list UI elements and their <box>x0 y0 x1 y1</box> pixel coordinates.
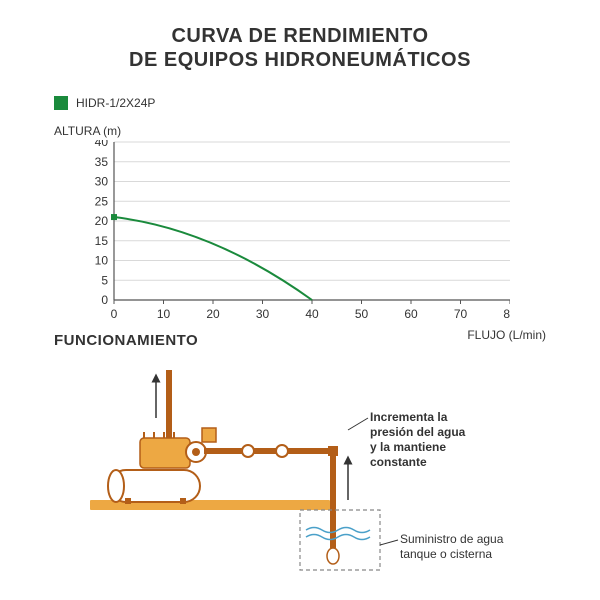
svg-text:80: 80 <box>503 307 510 321</box>
svg-text:30: 30 <box>256 307 270 321</box>
x-axis-title: FLUJO (L/min) <box>467 328 546 342</box>
legend-label: HIDR-1/2X24P <box>76 96 155 110</box>
svg-text:20: 20 <box>95 214 109 228</box>
svg-text:0: 0 <box>101 293 108 307</box>
legend: HIDR-1/2X24P <box>54 96 155 110</box>
performance-chart: 051015202530354001020304050607080 <box>90 140 510 300</box>
svg-text:0: 0 <box>111 307 118 321</box>
svg-text:70: 70 <box>454 307 468 321</box>
functioning-diagram: Incrementa la presión del agua y la mant… <box>70 360 530 580</box>
svg-text:30: 30 <box>95 175 109 189</box>
svg-text:10: 10 <box>95 254 109 268</box>
svg-text:25: 25 <box>95 194 109 208</box>
section-title: FUNCIONAMIENTO <box>54 332 198 349</box>
svg-text:20: 20 <box>206 307 220 321</box>
title-line-2: DE EQUIPOS HIDRONEUMÁTICOS <box>0 48 600 72</box>
svg-text:60: 60 <box>404 307 418 321</box>
svg-text:35: 35 <box>95 155 109 169</box>
diagram-label-supply: Suministro de agua tanque o cisterna <box>400 532 530 562</box>
svg-text:10: 10 <box>157 307 171 321</box>
svg-text:40: 40 <box>95 140 109 149</box>
svg-text:50: 50 <box>355 307 369 321</box>
svg-text:5: 5 <box>101 273 108 287</box>
svg-text:15: 15 <box>95 234 109 248</box>
y-axis-title: ALTURA (m) <box>54 124 121 138</box>
svg-text:40: 40 <box>305 307 319 321</box>
page-title: CURVA DE RENDIMIENTO DE EQUIPOS HIDRONEU… <box>0 0 600 72</box>
diagram-label-main: Incrementa la presión del agua y la mant… <box>370 410 510 470</box>
legend-swatch <box>54 96 68 110</box>
title-line-1: CURVA DE RENDIMIENTO <box>0 24 600 48</box>
